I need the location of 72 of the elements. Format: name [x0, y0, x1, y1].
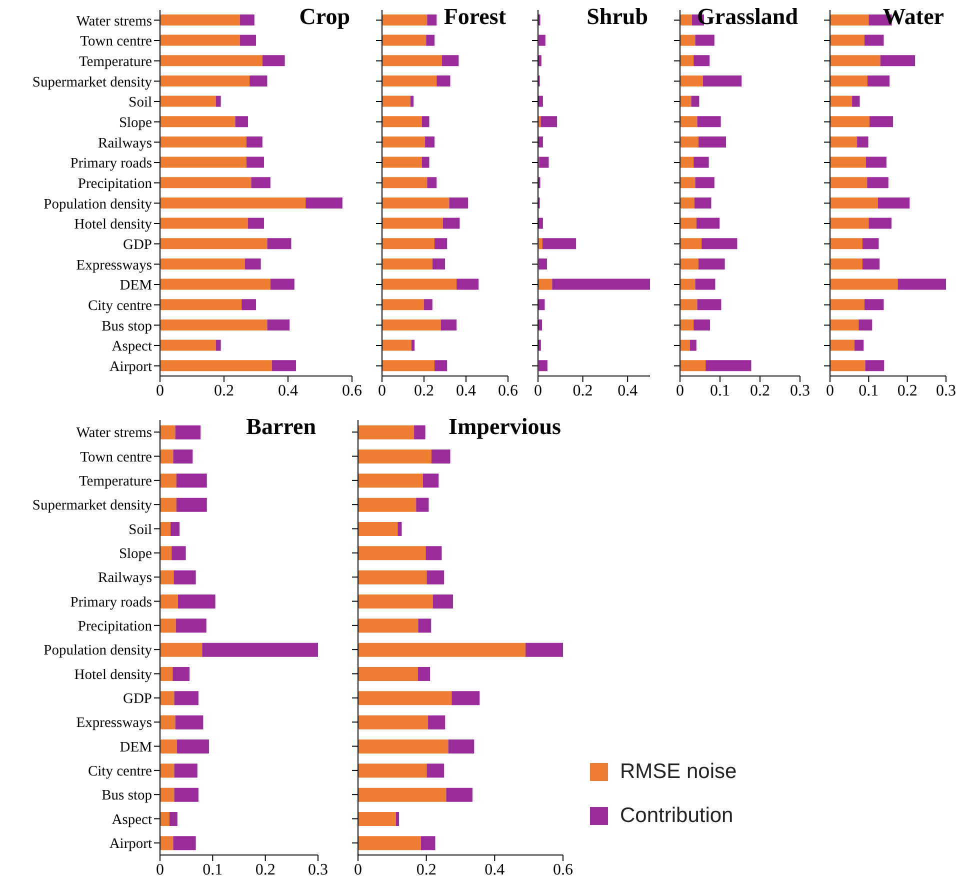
chart-title: Crop — [299, 4, 350, 30]
x-tick-label: 0.3 — [308, 861, 328, 878]
chart-title: Water — [882, 4, 944, 30]
chart-title: Shrub — [586, 4, 648, 30]
y-tick-label: Slope — [118, 114, 152, 131]
y-tick-label: Aspect — [112, 812, 152, 828]
x-tick-label: 0.2 — [750, 382, 770, 400]
y-tick-label: Town centre — [80, 449, 152, 466]
x-tick-label: 0.6 — [498, 382, 518, 400]
x-tick-label: 0 — [826, 382, 834, 400]
y-tick-label: Bus stop — [102, 318, 152, 334]
x-tick-label: 0.3 — [936, 382, 956, 400]
x-tick-label: 0.2 — [416, 861, 436, 878]
x-tick-label: 0 — [378, 382, 386, 400]
x-tick-label: 0.2 — [572, 382, 593, 400]
x-tick-label: 0.2 — [214, 382, 234, 400]
y-tick-label: Supermarket density — [32, 498, 153, 514]
y-tick-label: Water strems — [76, 13, 152, 30]
y-tick-label: Railways — [98, 570, 152, 586]
x-tick-label: 0.4 — [456, 382, 476, 400]
y-tick-label: Population density — [44, 642, 153, 659]
x-tick-label: 0.1 — [858, 382, 879, 400]
y-tick-label: Primary roads — [70, 594, 152, 610]
y-tick-label: Hotel density — [74, 216, 153, 233]
chart-title: Impervious — [448, 414, 561, 440]
y-tick-label: Water strems — [76, 425, 152, 442]
y-tick-label: Bus stop — [102, 788, 152, 804]
y-tick-label: Supermarket density — [32, 74, 153, 90]
y-tick-label: Aspect — [112, 338, 152, 355]
x-tick-label: 0 — [156, 382, 164, 400]
x-tick-label: 0.1 — [202, 861, 223, 878]
x-tick-label: 0.1 — [710, 382, 730, 400]
x-tick-label: 0.4 — [484, 861, 505, 878]
y-tick-label: Primary roads — [70, 156, 152, 172]
y-tick-label: City centre — [88, 298, 152, 314]
y-tick-label: Town centre — [80, 34, 152, 50]
y-tick-label: Expressways — [76, 257, 152, 274]
x-tick-label: 0.6 — [342, 382, 362, 400]
x-tick-label: 0.3 — [790, 382, 810, 400]
y-tick-label: Temperature — [78, 474, 152, 490]
y-tick-label: Expressways — [76, 715, 152, 732]
y-tick-label: DEM — [120, 278, 152, 294]
x-tick-label: 0 — [156, 861, 164, 878]
y-tick-label: Railways — [98, 135, 152, 152]
x-tick-label: 0.2 — [414, 382, 434, 400]
x-tick-label: 0 — [676, 382, 684, 400]
chart-title: Forest — [444, 4, 506, 30]
x-tick-label: 0.4 — [278, 382, 298, 400]
y-tick-label: Hotel density — [74, 666, 153, 683]
y-tick-label: GDP — [122, 691, 152, 708]
y-tick-label: Slope — [118, 546, 152, 562]
x-tick-label: 0.4 — [618, 382, 638, 400]
y-tick-label: GDP — [122, 236, 152, 253]
y-tick-label: Precipitation — [78, 618, 153, 635]
x-tick-label: 0 — [354, 861, 362, 878]
y-tick-label: Soil — [128, 94, 152, 111]
chart-title: Grassland — [697, 4, 798, 30]
y-tick-label: City centre — [88, 764, 152, 780]
x-tick-label: 0.2 — [897, 382, 918, 400]
x-tick-label: 0.6 — [553, 861, 573, 878]
y-tick-label: Population density — [44, 196, 153, 212]
y-tick-label: DEM — [120, 739, 152, 756]
x-tick-label: 0.2 — [255, 861, 276, 878]
chart-title: Barren — [246, 414, 316, 440]
x-tick-label: 0 — [534, 382, 542, 400]
legend-label: Contribution — [620, 804, 734, 827]
y-tick-label: Airport — [109, 836, 152, 852]
y-tick-label: Temperature — [78, 54, 152, 70]
y-tick-label: Precipitation — [78, 176, 153, 192]
legend-label: RMSE noise — [620, 760, 737, 783]
y-tick-label: Soil — [128, 522, 152, 538]
y-tick-label: Airport — [109, 358, 152, 375]
